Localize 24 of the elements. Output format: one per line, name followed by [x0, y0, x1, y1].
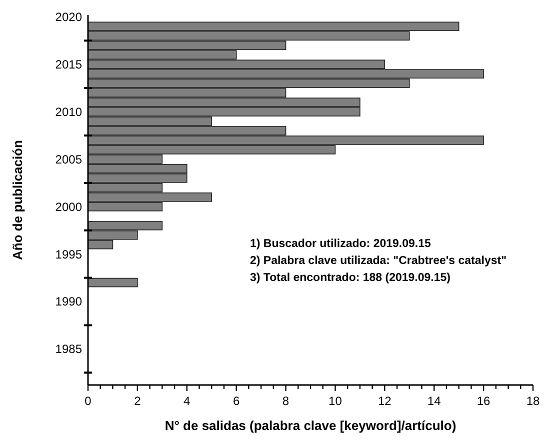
x-tick-label: 16: [476, 394, 491, 408]
annotation: 3) Total encontrado: 188 (2019.09.15): [250, 272, 451, 284]
x-tick-label: 14: [427, 394, 442, 408]
y-tick-label: 1995: [55, 247, 82, 262]
y-tick-label: 2000: [55, 200, 82, 214]
x-tick-label: 10: [328, 394, 342, 408]
y-tick-label: 1990: [55, 294, 82, 309]
y-tick-label: 2015: [55, 58, 82, 72]
x-tick-label: 12: [378, 394, 392, 408]
y-tick-label: 2005: [55, 152, 82, 166]
x-tick-label: 0: [84, 394, 92, 408]
bar: [88, 278, 138, 288]
x-tick-label: 2: [134, 394, 142, 408]
x-tick-label: 18: [526, 394, 540, 408]
x-tick-label: 4: [184, 394, 191, 408]
x-tick-label: 8: [282, 394, 290, 408]
y-tick-label: 1985: [55, 342, 82, 356]
y-tick-label: 2020: [55, 10, 82, 24]
y-tick-label: 2010: [55, 104, 82, 119]
x-axis-title: N° de salidas (palabra clave [keyword]/artículo): [164, 418, 456, 433]
x-tick-label: 6: [232, 394, 240, 408]
y-axis-title: Año de publicación: [10, 140, 25, 260]
annotation: 1) Buscador utilizado: 2019.09.15: [250, 238, 432, 250]
annotation: 2) Palabra clave utilizada: "Crabtree's catalyst": [250, 255, 507, 267]
